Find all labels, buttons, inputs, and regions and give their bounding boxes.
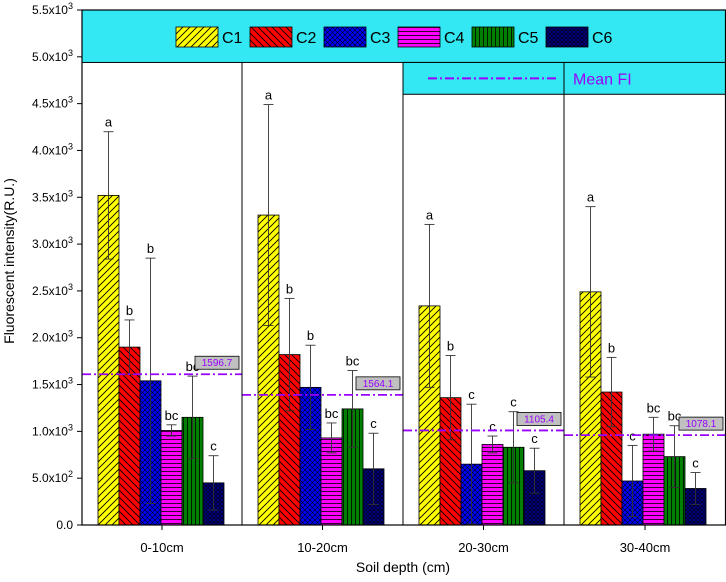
y-tick-label: 4.5x103 [32,95,73,111]
significance-letter: c [510,395,517,410]
significance-letter: b [608,340,615,355]
significance-letter: bc [325,406,339,421]
y-tick-label: 5.5x103 [32,1,73,17]
legend-swatch-c5 [471,26,515,48]
significance-letter: b [147,241,154,256]
significance-letter: b [126,303,133,318]
significance-letter: bc [346,354,360,369]
mean-fi-value-box [355,376,401,391]
legend-swatch-c1 [175,26,219,48]
legend-label-c4: C4 [444,30,465,47]
x-tick-label: 10-20cm [297,540,348,555]
significance-letter: a [426,207,434,222]
y-tick-label: 3.0x103 [32,235,73,251]
significance-letter: bc [647,400,661,415]
significance-letter: b [286,281,293,296]
significance-letter: c [692,456,699,471]
mean-fi-value-label: 1564.1 [363,379,394,390]
legend-label-c5: C5 [518,30,539,47]
legend-swatch-c4 [397,26,441,48]
x-axis-title: Soil depth (cm) [356,559,450,575]
x-tick-label: 20-30cm [458,540,509,555]
significance-letter: c [489,419,496,434]
legend-swatch-c6 [545,26,589,48]
y-tick-label: 1.5x103 [32,376,73,392]
mean-fi-value-label: 1596.7 [202,358,233,369]
mean-fi-value-box [194,355,240,370]
mean-fi-value-box [678,416,724,431]
x-tick-label: 30-40cm [620,540,671,555]
mean-fi-value-label: 1105.4 [524,414,554,425]
y-tick-label: 3.5x103 [32,188,73,204]
significance-letter: a [587,190,595,205]
y-tick-label: 1.0x103 [32,422,73,438]
y-tick-label: 2.0x103 [32,329,73,345]
significance-letter: c [210,439,217,454]
y-tick-label: 0.0 [56,518,73,532]
significance-letter: c [468,387,475,402]
legend-label-c1: C1 [222,30,243,47]
y-tick-label: 2.5x103 [32,282,73,298]
legend-swatch-c2 [249,26,293,48]
bar-c4 [160,430,183,526]
y-tick-label: 5.0x103 [32,48,73,64]
bar-c4 [481,444,504,526]
significance-letter: bc [165,408,179,423]
legend-label-c3: C3 [370,30,391,47]
significance-letter: b [447,339,454,354]
legend-label-c2: C2 [296,30,317,47]
x-tick-label: 0-10cm [140,540,183,555]
legend-swatch-c3 [323,26,367,48]
mean-fi-value-box [516,412,562,426]
mean-fi-legend-label: Mean FI [573,71,632,88]
significance-letter: bc [668,409,682,424]
y-tick-label: 4.0x103 [32,141,73,157]
significance-letter: a [265,88,273,103]
significance-letter: b [307,328,314,343]
legend-label-c6: C6 [592,30,613,47]
y-tick-label: 5.0x102 [32,469,73,485]
significance-letter: a [105,115,113,130]
significance-letter: c [531,431,538,446]
significance-letter: c [370,416,377,431]
mean-fi-value-label: 1078.1 [686,419,717,430]
y-axis-title: Fluorescent intensity(R.U.) [1,178,17,344]
